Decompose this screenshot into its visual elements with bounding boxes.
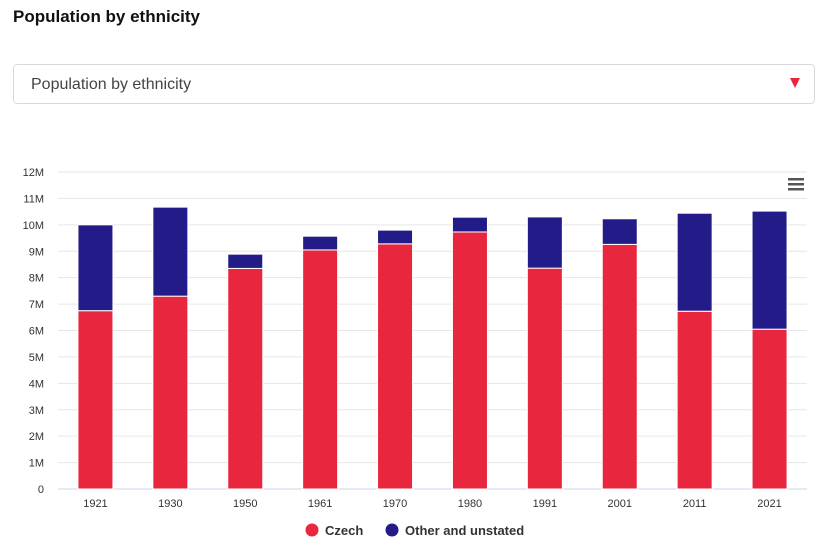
y-tick-label: 6M [29,326,44,338]
bar-czech-1950[interactable] [227,267,264,490]
legend-item-label[interactable]: Other and unstated [405,523,524,538]
x-tick-label: 1991 [533,498,557,510]
x-tick-label: 2011 [683,498,707,510]
x-tick-label: 1970 [383,498,407,510]
bar-other-1980[interactable] [451,216,488,233]
legend-item-label[interactable]: Czech [325,523,363,538]
y-tick-label: 3M [29,405,44,417]
y-tick-label: 2M [29,431,44,443]
bar-czech-2001[interactable] [601,243,638,490]
bar-other-1961[interactable] [302,235,339,251]
bar-other-2011[interactable] [676,212,713,312]
caret-down-icon [790,78,800,88]
legend-marker[interactable] [305,523,319,537]
bar-czech-1930[interactable] [152,295,189,490]
bar-czech-1970[interactable] [377,243,414,490]
bar-other-1930[interactable] [152,206,189,297]
bar-czech-2011[interactable] [676,310,713,490]
legend-marker[interactable] [385,523,399,537]
x-tick-label: 1950 [233,498,257,510]
x-tick-label: 1921 [83,498,107,510]
y-tick-label: 0 [38,484,44,496]
y-tick-label: 9M [29,246,44,258]
bar-other-1991[interactable] [526,216,563,269]
page-title: Population by ethnicity [13,7,201,26]
bar-other-2001[interactable] [601,218,638,245]
y-tick-label: 1M [29,458,44,470]
y-tick-label: 8M [29,273,44,285]
x-tick-label: 1930 [158,498,182,510]
hamburger-menu-icon[interactable] [788,178,804,191]
x-tick-label: 2001 [608,498,632,510]
bar-other-1970[interactable] [377,229,414,245]
y-tick-label: 10M [23,220,44,232]
y-tick-label: 5M [29,352,44,364]
bar-other-2021[interactable] [751,210,788,330]
x-tick-label: 1961 [308,498,332,510]
bar-czech-1991[interactable] [526,267,563,490]
dropdown-selected-value: Population by ethnicity [31,76,192,93]
bar-other-1950[interactable] [227,253,264,269]
bar-czech-1961[interactable] [302,249,339,490]
y-tick-label: 4M [29,378,44,390]
bar-czech-1921[interactable] [77,310,114,490]
x-tick-label: 1980 [458,498,482,510]
bar-other-1921[interactable] [77,224,114,312]
x-tick-label: 2021 [757,498,781,510]
y-tick-label: 12M [23,167,44,179]
y-tick-label: 7M [29,299,44,311]
bar-czech-2021[interactable] [751,328,788,490]
y-tick-label: 11M [23,193,44,205]
stacked-bar-chart: 0 1M 2M 3M 4M 5M 6M 7M 8M 9M 10M 11M 12M 1921 1930 1950… [23,167,807,538]
chart-select-dropdown[interactable]: Population by ethnicity [13,64,815,104]
bar-czech-1980[interactable] [451,231,488,490]
